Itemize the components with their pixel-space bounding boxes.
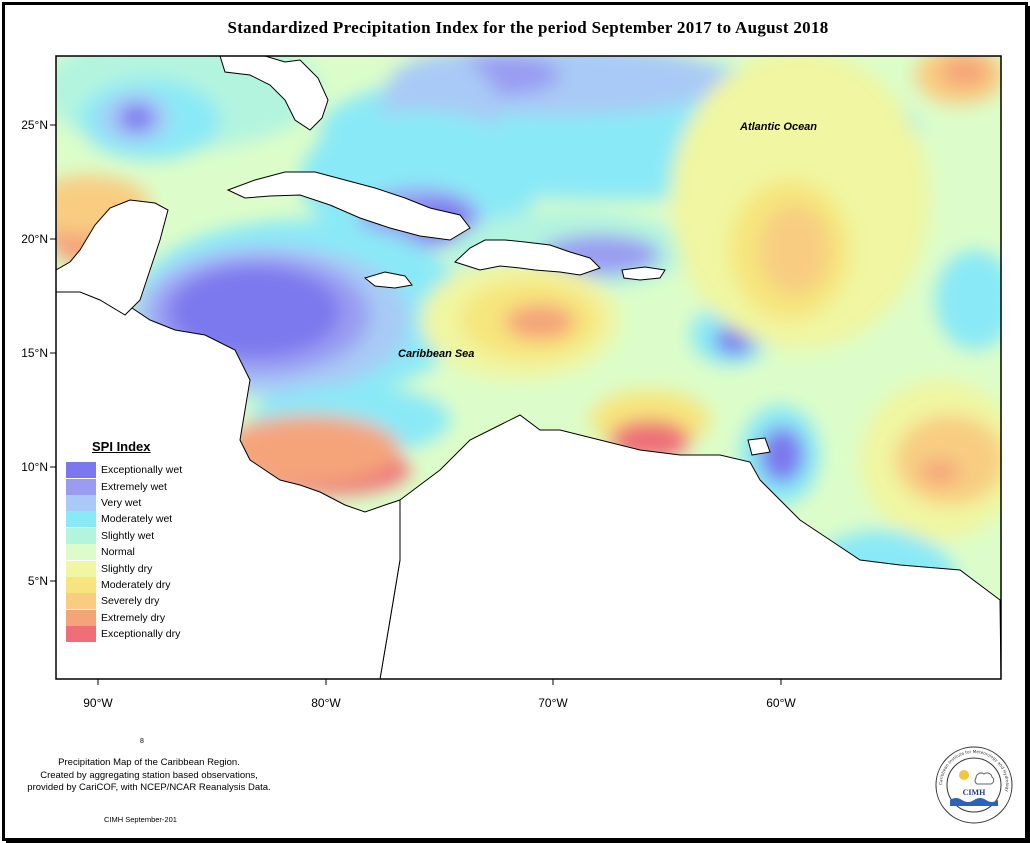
- caption-line: provided by CariCOF, with NCEP/NCAR Rean…: [27, 782, 271, 793]
- yucatan: [56, 199, 169, 316]
- puerto-rico: [621, 266, 666, 281]
- south-america: [379, 414, 1001, 679]
- spi-area-extremely-dry: [505, 304, 575, 340]
- legend-item: Slightly wet: [66, 527, 182, 544]
- legend-label: Moderately dry: [101, 578, 171, 591]
- legend-label: Exceptionally dry: [101, 628, 181, 641]
- legend-item: Slightly dry: [66, 560, 182, 577]
- cimh-logo: CIMH Caribbean Institute for Meteorology…: [935, 746, 1013, 824]
- spi-area-moderately-wet: [935, 250, 1001, 350]
- florida: [219, 56, 329, 131]
- legend-swatch: [66, 478, 96, 495]
- caribbean-sea-label: Caribbean Sea: [398, 348, 474, 360]
- legend-label: Severely dry: [101, 595, 160, 608]
- legend-swatch: [66, 527, 96, 544]
- cuba: [226, 171, 471, 241]
- legend-swatch: [66, 560, 96, 577]
- logo-name: CIMH: [963, 788, 986, 797]
- legend-title: SPI Index: [92, 439, 151, 454]
- lat-tick-label: 25°N: [21, 118, 48, 132]
- legend-item: Normal: [66, 544, 182, 561]
- legend-item: Exceptionally wet: [66, 462, 183, 479]
- legend-swatch: [66, 511, 96, 528]
- legend-swatch: [66, 494, 96, 511]
- legend-label: Exceptionally wet: [101, 464, 183, 477]
- central-america: [56, 287, 401, 679]
- lon-tick-label: 90°W: [83, 696, 113, 710]
- spi-area-exceptionally-wet: [760, 427, 804, 483]
- legend-swatch: [66, 593, 96, 610]
- sun-icon: [959, 770, 969, 780]
- lat-tick-label: 15°N: [21, 346, 48, 360]
- map-border: [55, 55, 1002, 680]
- trinidad: [747, 437, 771, 456]
- legend-label: Very wet: [101, 496, 142, 509]
- legend-swatch: [66, 544, 96, 561]
- legend-label: Moderately wet: [101, 513, 173, 526]
- land-masses: [56, 56, 1001, 679]
- legend-label: Extremely dry: [101, 611, 166, 624]
- legend-item: Extremely dry: [66, 609, 182, 626]
- spi-area-extremely-dry: [220, 415, 400, 485]
- legend: Exceptionally wet Extremely wet Very wet Mo…: [66, 462, 183, 643]
- legend-swatch: [66, 576, 96, 593]
- legend-item: Severely dry: [66, 593, 182, 610]
- legend-label: Extremely wet: [101, 480, 167, 493]
- legend-swatch: [66, 626, 96, 643]
- lat-tick-label: 10°N: [21, 460, 48, 474]
- spi-area-exceptionally-wet: [170, 267, 340, 357]
- hispaniola: [454, 239, 601, 276]
- jamaica: [363, 271, 413, 289]
- cloud-icon: [974, 772, 995, 785]
- spi-area-extremely-dry: [940, 57, 990, 87]
- legend-item: Moderately dry: [66, 576, 182, 593]
- lon-tick-label: 60°W: [766, 696, 796, 710]
- lat-tick-label: 5°N: [28, 574, 48, 588]
- lon-tick-label: 70°W: [538, 696, 568, 710]
- caption-line: Precipitation Map of the Caribbean Regio…: [58, 757, 240, 768]
- legend-item: Moderately wet: [66, 511, 182, 528]
- spi-area-extremely-dry: [920, 460, 960, 484]
- credit: CIMH September-201: [104, 815, 177, 824]
- waves-icon: [950, 798, 998, 806]
- legend-label: Slightly dry: [101, 562, 153, 575]
- legend-swatch: [66, 609, 96, 626]
- caption: Precipitation Map of the Caribbean Regio…: [4, 757, 294, 795]
- spi-area-severely-dry: [760, 205, 830, 295]
- caption-line: Created by aggregating station based obs…: [40, 769, 258, 781]
- legend-label: Normal: [101, 546, 135, 559]
- legend-swatch: [66, 462, 96, 479]
- legend-label: Slightly wet: [101, 529, 155, 542]
- atlantic-ocean-label: Atlantic Ocean: [739, 121, 817, 133]
- spi-area-exceptionally-wet: [119, 104, 155, 132]
- lat-tick-label: 20°N: [21, 232, 48, 246]
- spi-area-severely-dry: [895, 415, 1001, 505]
- legend-item: Extremely wet: [66, 478, 182, 495]
- legend-item: Exceptionally dry: [66, 626, 182, 643]
- map-title: Standardized Precipitation Index for the…: [227, 18, 829, 37]
- legend-item: Very wet: [66, 494, 182, 511]
- lon-tick-label: 80°W: [311, 696, 341, 710]
- page-number: 8: [140, 738, 144, 745]
